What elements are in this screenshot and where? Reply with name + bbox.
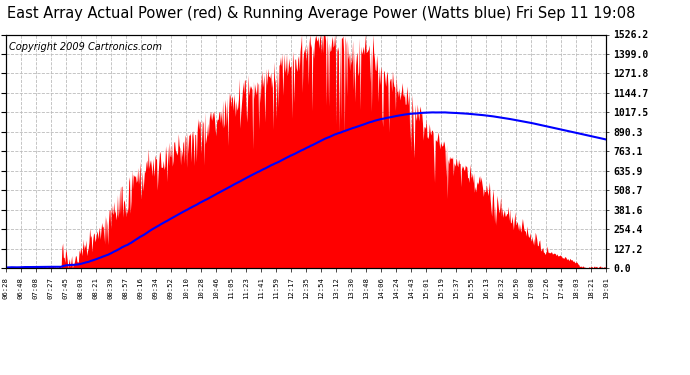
Text: Copyright 2009 Cartronics.com: Copyright 2009 Cartronics.com <box>8 42 161 51</box>
Text: East Array Actual Power (red) & Running Average Power (Watts blue) Fri Sep 11 19: East Array Actual Power (red) & Running … <box>7 6 635 21</box>
